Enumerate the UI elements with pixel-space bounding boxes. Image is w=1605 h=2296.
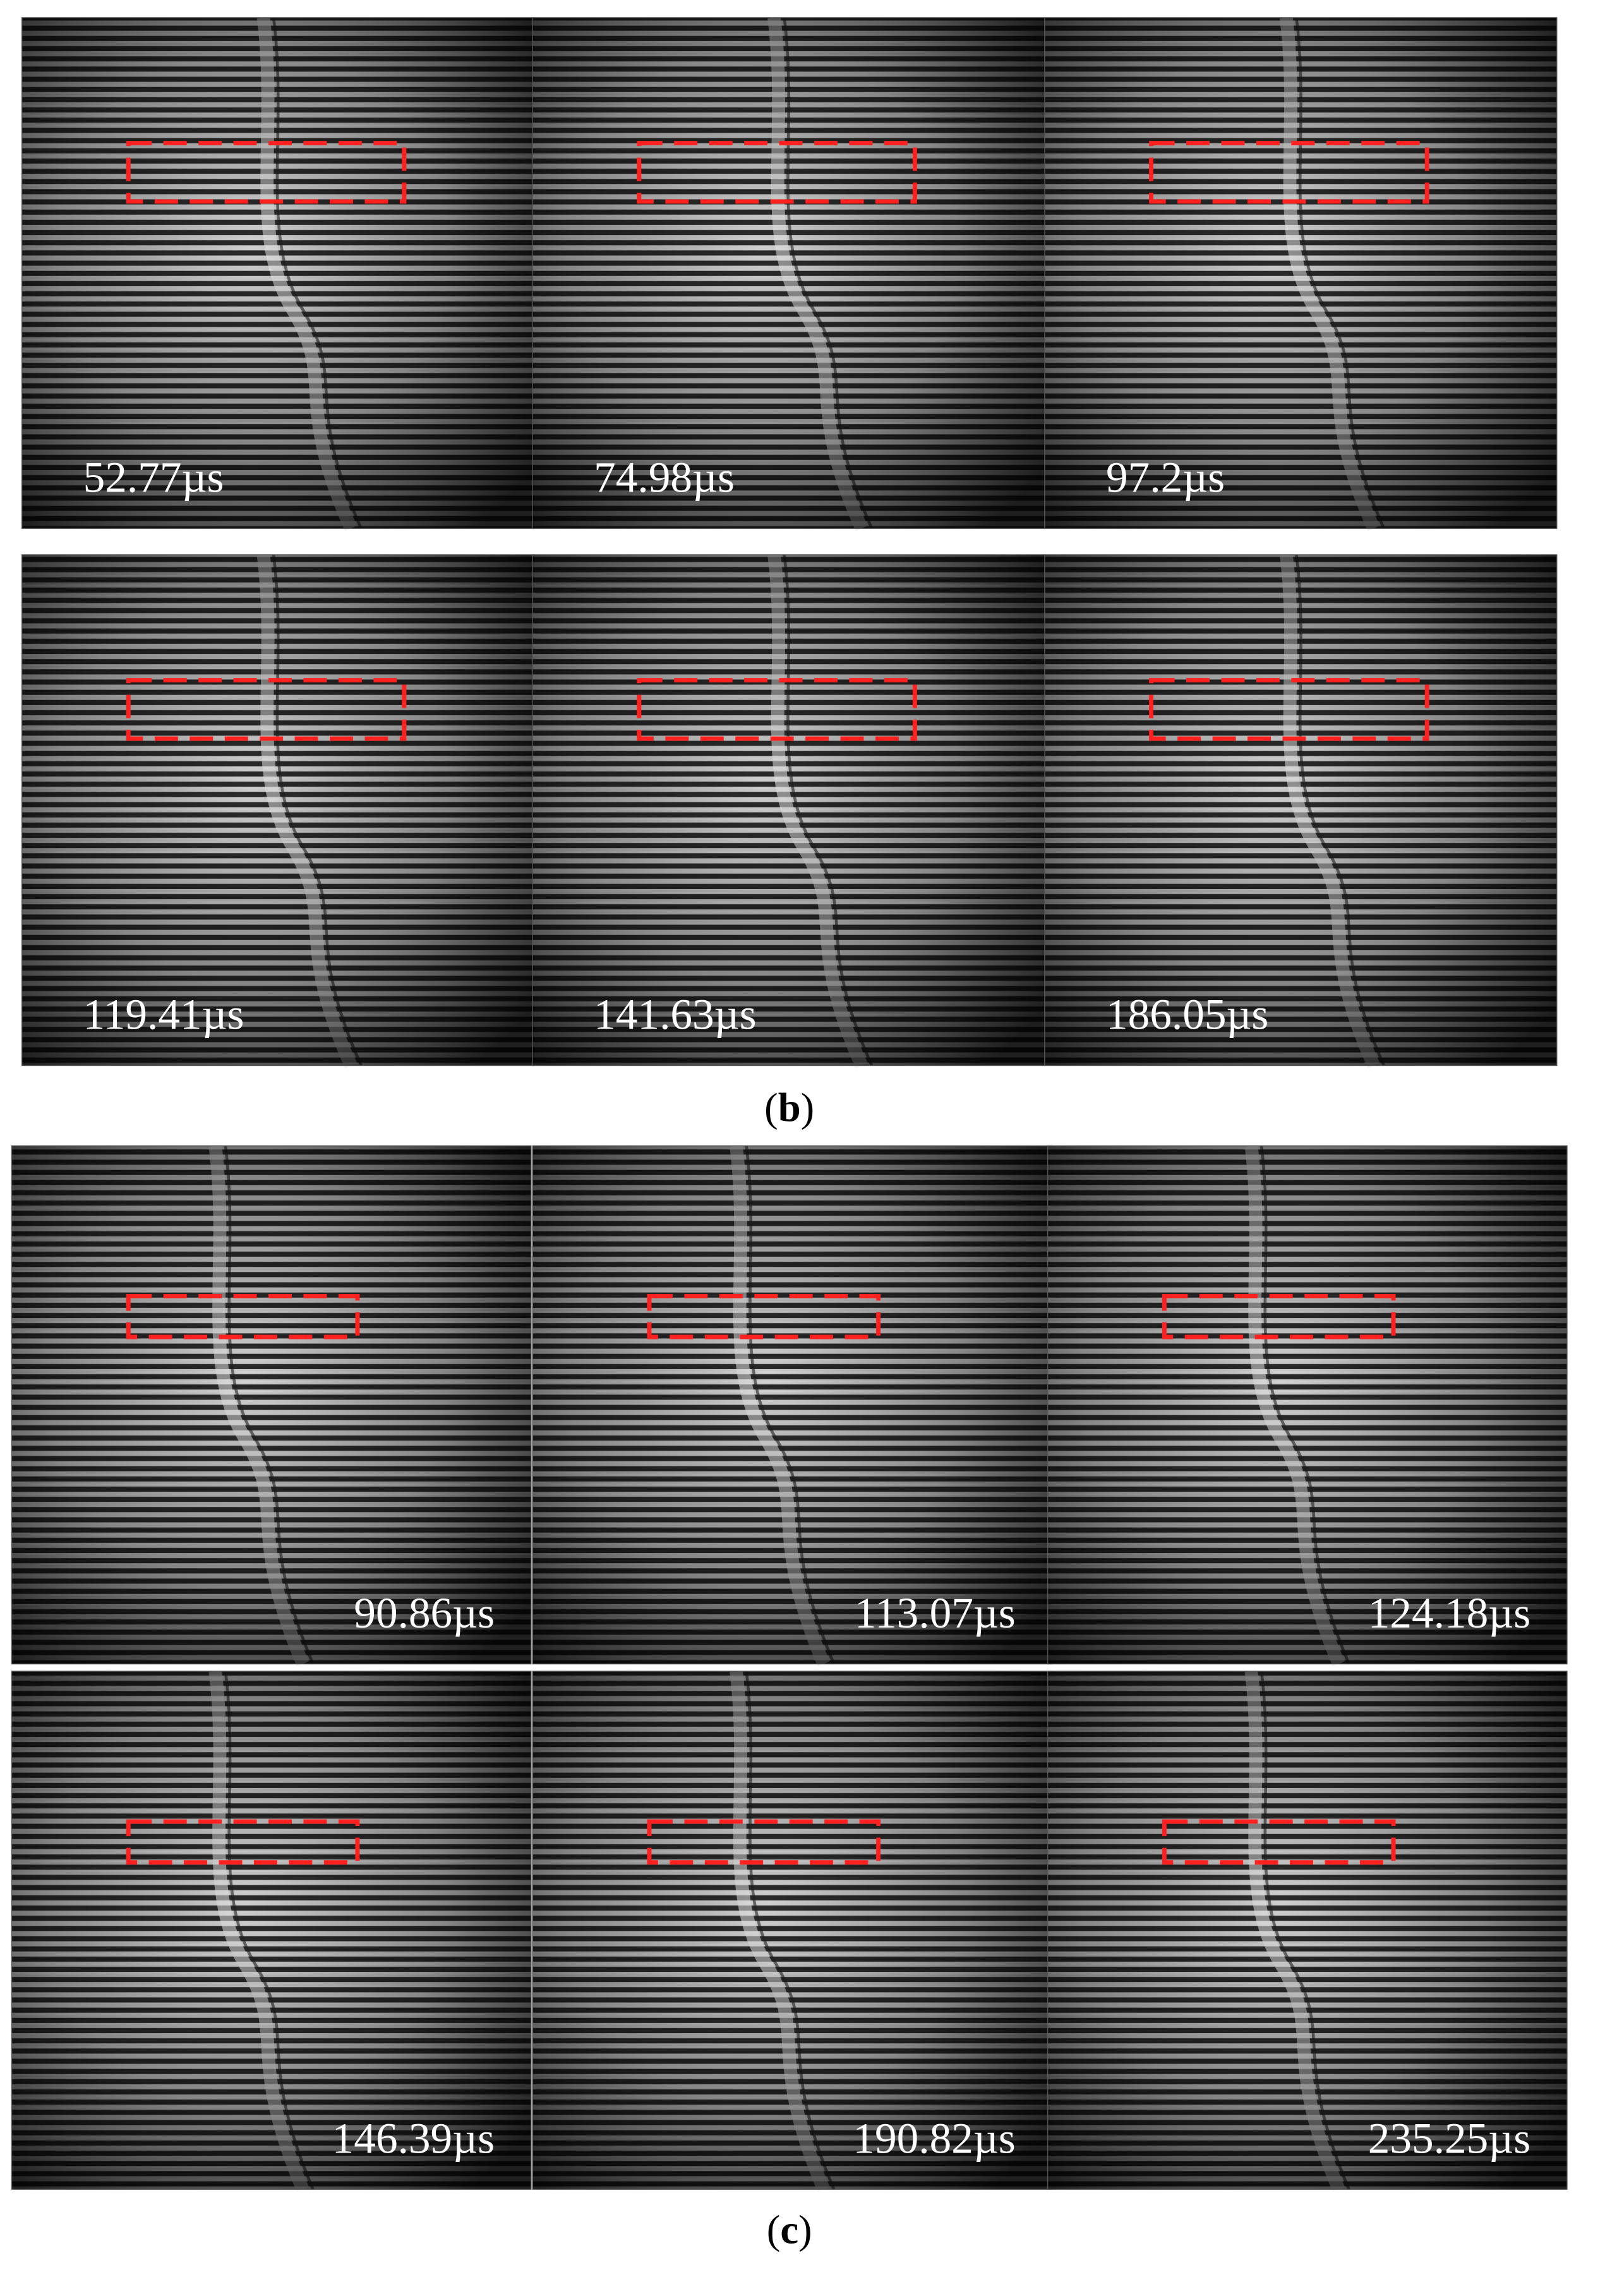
roi-box [1149, 678, 1429, 741]
roi-box [637, 678, 917, 741]
timestamp: 146.39µs [332, 2113, 495, 2162]
vignette [532, 554, 1045, 1066]
frame-border [1047, 1145, 1568, 1665]
frame-border [1044, 554, 1558, 1066]
vignette [1047, 1671, 1567, 2190]
timestamp: 74.98µs [594, 453, 735, 502]
frame-border [11, 1145, 532, 1665]
frame: 124.18µs [1047, 1145, 1568, 1667]
panel: 90.86µs 113.07µs 124.18µs 146.39µs 190.82µs 2… [11, 1145, 1568, 2253]
timestamp: 186.05µs [1106, 990, 1268, 1039]
vignette [1044, 554, 1557, 1066]
frame: 146.39µs [11, 1670, 532, 2192]
timestamp: 124.18µs [1368, 1588, 1530, 1637]
timestamp: 190.82µs [853, 2113, 1015, 2162]
timestamp: 90.86µs [354, 1588, 495, 1637]
frame: 52.77µs [21, 16, 535, 531]
roi-box [647, 1819, 881, 1865]
timestamp: 52.77µs [83, 453, 224, 502]
frame: 74.98µs [532, 16, 1045, 531]
roi-box [126, 678, 407, 741]
vignette [21, 17, 534, 529]
roi-box [126, 1819, 360, 1865]
roi-box [637, 141, 917, 204]
panel-letter: b [778, 1084, 801, 1130]
frame: 119.41µs [21, 553, 535, 1068]
frame: 113.07µs [532, 1145, 1053, 1667]
frame-border [1047, 1671, 1568, 2190]
roi-box [1162, 1293, 1396, 1339]
vignette [532, 17, 1045, 529]
panel-label: (c) [767, 2207, 812, 2253]
panel: 52.77µs 74.98µs 97.2µs 119.41µs 141.63µs 186.… [21, 16, 1558, 1130]
roi-box [647, 1293, 881, 1339]
timestamp: 113.07µs [855, 1588, 1016, 1637]
vignette [1044, 17, 1557, 529]
vignette [532, 1145, 1052, 1664]
vignette [532, 1671, 1052, 2190]
timestamp: 119.41µs [83, 990, 244, 1039]
roi-box [126, 141, 407, 204]
roi-box [126, 1293, 360, 1339]
frame: 97.2µs [1044, 16, 1558, 531]
vignette [21, 554, 534, 1066]
roi-box [1149, 141, 1429, 204]
frame-border [1044, 17, 1558, 529]
frame: 190.82µs [532, 1670, 1053, 2192]
frame: 90.86µs [11, 1145, 532, 1667]
frame: 186.05µs [1044, 553, 1558, 1068]
vignette [1047, 1145, 1567, 1664]
panel-label: (b) [764, 1084, 814, 1130]
panel-letter: c [780, 2207, 798, 2252]
vignette [11, 1671, 531, 2190]
roi-box [1162, 1819, 1396, 1865]
frame-border [11, 1671, 532, 2190]
timestamp: 235.25µs [1368, 2113, 1530, 2162]
vignette [11, 1145, 531, 1664]
frame: 235.25µs [1047, 1670, 1568, 2192]
frame: 141.63µs [532, 553, 1045, 1068]
timestamp: 141.63µs [594, 990, 756, 1039]
timestamp: 97.2µs [1106, 453, 1225, 502]
